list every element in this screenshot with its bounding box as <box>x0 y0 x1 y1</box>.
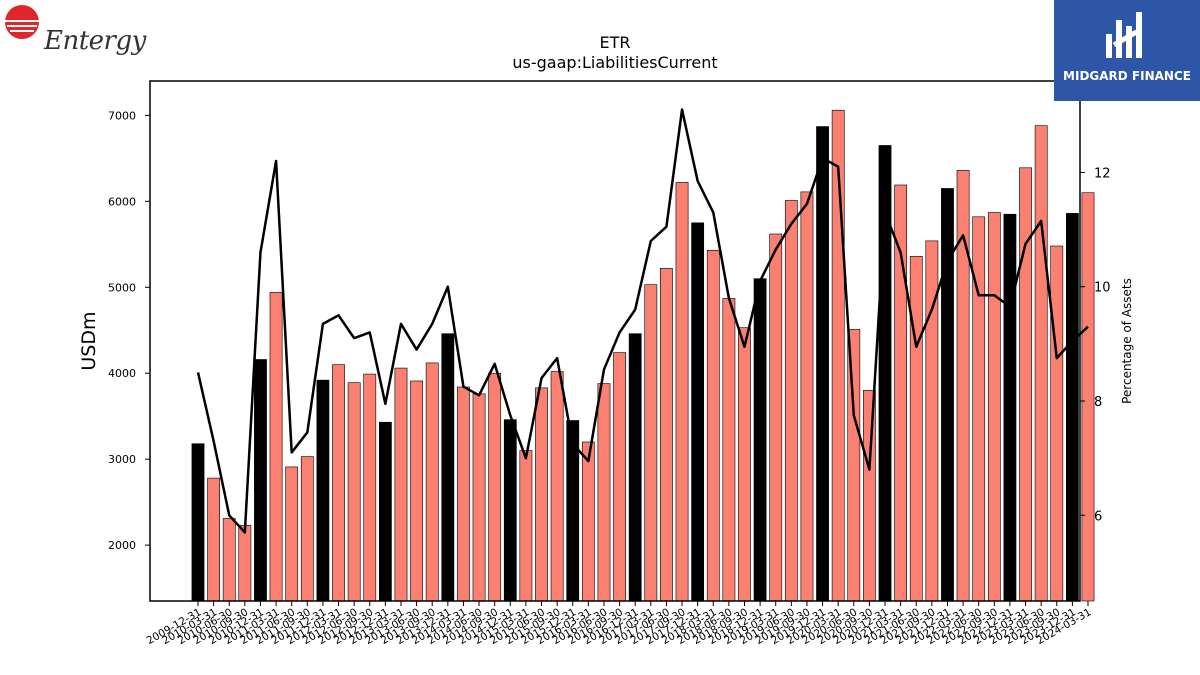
y2-tick-label: 12 <box>1094 166 1111 181</box>
bar-2023-03-31 <box>1019 167 1032 602</box>
entergy-logo-icon <box>5 5 39 39</box>
bar-2015-06-30 <box>535 387 548 602</box>
bar-2023-09-30 <box>1050 245 1064 602</box>
chart-title: ETR <box>600 33 631 52</box>
y-tick-label: 7000 <box>108 109 136 122</box>
bar-2022-09-30 <box>987 212 1001 602</box>
bar-2013-03-31 <box>394 367 408 602</box>
y2-axis-label: Percentage of Assets <box>1120 278 1134 404</box>
bar-2018-09-30 <box>738 327 751 602</box>
y-tick-label: 4000 <box>108 367 136 380</box>
bars-layer <box>191 109 1095 602</box>
bar-2013-06-30 <box>410 380 423 602</box>
entergy-logo: Entergy <box>4 4 146 60</box>
chart-subtitle: us-gaap:LiabilitiesCurrent <box>512 53 717 72</box>
bar-2016-03-31 <box>581 441 595 602</box>
entergy-logo-text: Entergy <box>44 26 146 56</box>
bar-2012-06-30 <box>347 382 361 602</box>
bar-2011-03-31 <box>269 292 283 602</box>
bar-2017-09-30 <box>675 182 689 602</box>
bar-2013-09-30 <box>425 362 439 602</box>
bar-2021-12-31 <box>941 188 954 602</box>
bar-2017-03-31 <box>644 284 658 602</box>
bar-2009-12-31 <box>191 443 205 602</box>
bar-2020-09-30 <box>863 390 876 602</box>
midgard-logo-icon <box>1106 12 1142 58</box>
midgard-logo-text: MIDGARD FINANCE <box>1063 69 1191 83</box>
bar-2015-09-30 <box>550 371 564 602</box>
bar-2012-12-31 <box>378 421 392 602</box>
bar-2016-09-30 <box>613 352 626 602</box>
plot-frame <box>149 80 1081 602</box>
percentage-line <box>196 108 1089 534</box>
bar-2024-03-31 <box>1081 192 1095 602</box>
bar-2023-06-30 <box>1034 125 1048 602</box>
bar-2019-09-30 <box>800 191 814 602</box>
bar-2014-12-31 <box>503 419 517 602</box>
bar-2018-03-31 <box>706 250 720 602</box>
midgard-finance-logo: MIDGARD FINANCE <box>1054 0 1200 101</box>
y2-tick-label: 8 <box>1094 395 1102 410</box>
bar-2021-03-31 <box>894 184 908 602</box>
bar-2017-12-31 <box>691 222 705 602</box>
bar-2019-12-31 <box>816 126 829 602</box>
bar-2011-06-30 <box>285 466 299 602</box>
bar-2017-06-30 <box>660 268 673 602</box>
bar-2021-06-30 <box>909 256 923 602</box>
y-axis-right: 6 8 10 12 <box>1080 166 1111 524</box>
bar-2016-06-30 <box>597 383 611 602</box>
y-axis-left: 2000 3000 4000 5000 6000 7000 <box>108 109 150 552</box>
bar-2010-06-30 <box>222 518 236 602</box>
bar-2010-12-31 <box>254 359 267 602</box>
bar-2011-09-30 <box>300 456 314 602</box>
y-axis-label: USDm <box>78 311 100 370</box>
bar-2023-12-31 <box>1066 213 1079 602</box>
bar-2012-03-31 <box>332 364 345 602</box>
y-tick-label: 5000 <box>108 281 136 294</box>
bar-2019-06-30 <box>784 200 798 602</box>
y-tick-label: 6000 <box>108 195 136 208</box>
y-tick-label: 3000 <box>108 453 136 466</box>
x-axis: 2009-12-312010-03-312010-06-302010-09-30… <box>145 601 1094 647</box>
bar-2010-09-30 <box>238 525 252 602</box>
y-tick-label: 2000 <box>108 539 136 552</box>
bar-2022-12-31 <box>1003 213 1017 602</box>
bar-2014-03-31 <box>457 386 470 602</box>
bar-2019-03-31 <box>769 233 783 602</box>
bar-2010-03-31 <box>207 477 221 602</box>
bar-2015-03-31 <box>519 450 533 602</box>
bar-2011-12-31 <box>316 379 330 602</box>
y2-tick-label: 6 <box>1094 509 1102 524</box>
y2-tick-label: 10 <box>1094 281 1111 296</box>
bar-2013-12-31 <box>441 333 455 602</box>
bar-2014-06-30 <box>472 393 486 602</box>
bar-2020-06-30 <box>847 329 861 602</box>
bar-2016-12-31 <box>628 333 642 602</box>
bar-2012-09-30 <box>363 373 377 602</box>
bar-2018-12-31 <box>753 278 767 602</box>
bar-2014-09-30 <box>488 372 502 602</box>
bar-2018-06-30 <box>722 298 736 602</box>
